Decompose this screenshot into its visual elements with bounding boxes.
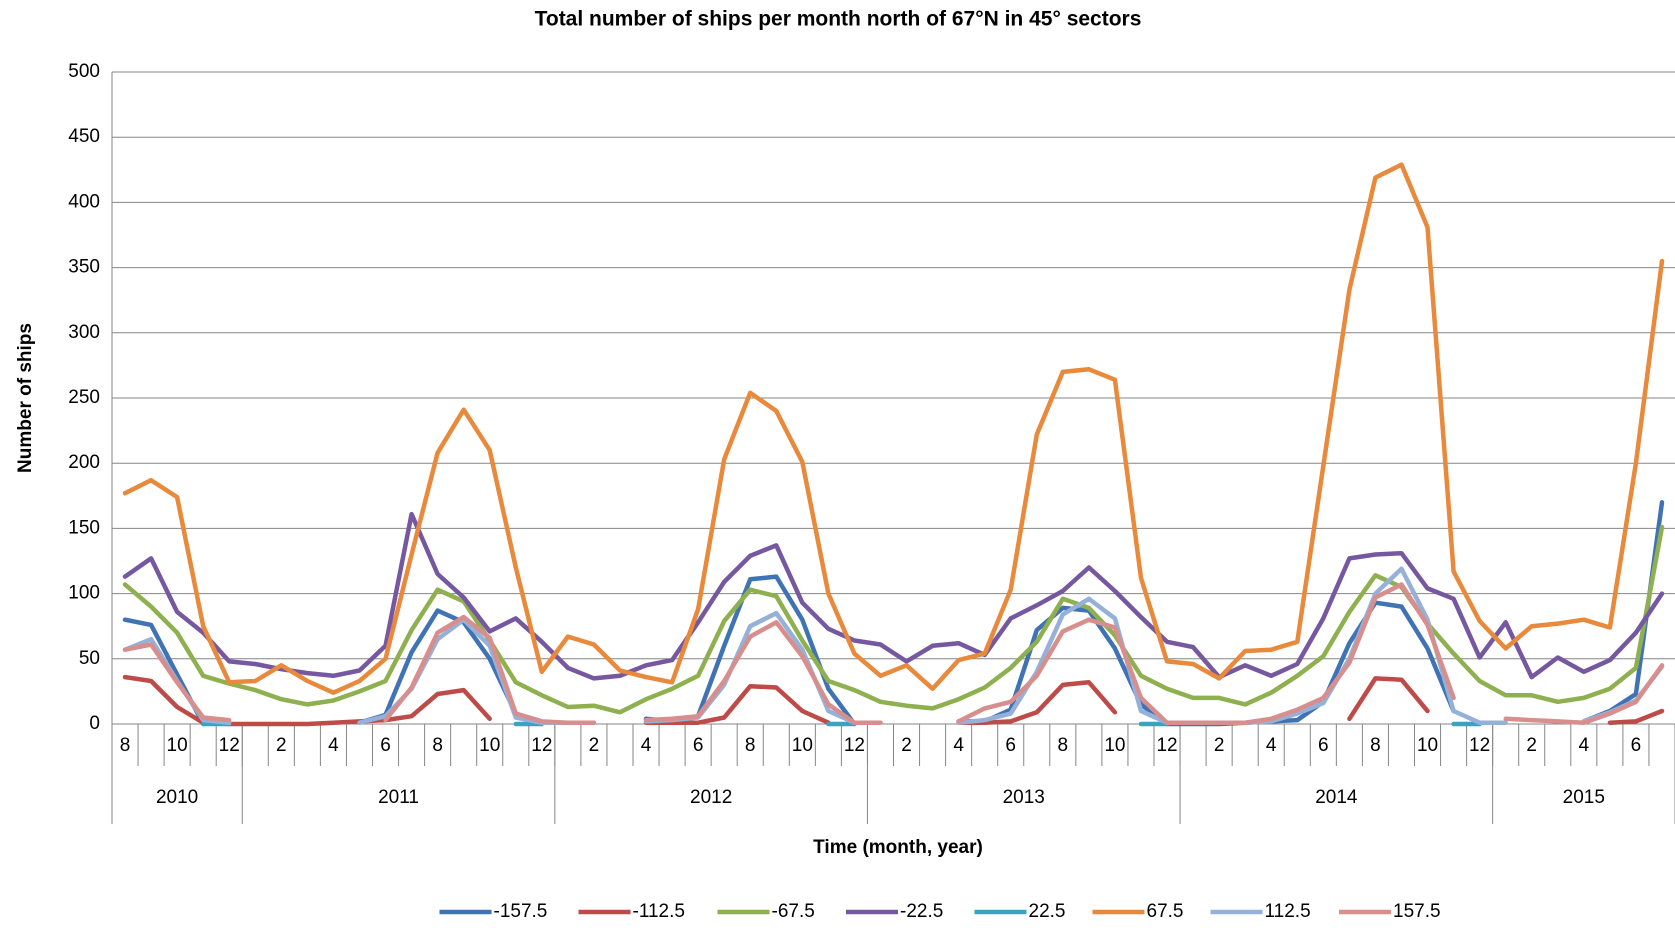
series-line bbox=[122, 511, 1665, 681]
y-axis-title: Number of ships bbox=[15, 323, 36, 473]
x-tick-label: 10 bbox=[167, 735, 188, 756]
legend-label: 112.5 bbox=[1265, 901, 1311, 922]
y-tick-label: 300 bbox=[68, 322, 100, 343]
legend-label: 67.5 bbox=[1147, 901, 1184, 922]
x-tick-label: 2 bbox=[276, 735, 287, 756]
year-label: 2013 bbox=[1003, 787, 1045, 808]
x-tick-label: 6 bbox=[380, 735, 391, 756]
x-tick-label: 4 bbox=[1579, 735, 1590, 756]
legend-label: -157.5 bbox=[494, 901, 548, 922]
x-tick-label: 2 bbox=[589, 735, 600, 756]
x-tick-label: 12 bbox=[1156, 735, 1177, 756]
series-line bbox=[122, 162, 1665, 695]
y-tick-label: 50 bbox=[79, 648, 100, 669]
y-tick-label: 250 bbox=[68, 387, 100, 408]
x-tick-label: 12 bbox=[1469, 735, 1490, 756]
x-tick-label: 4 bbox=[1266, 735, 1277, 756]
year-label: 2015 bbox=[1563, 787, 1605, 808]
x-tick-label: 4 bbox=[641, 735, 652, 756]
legend-label: 157.5 bbox=[1393, 901, 1441, 922]
chart-title: Total number of ships per month north of… bbox=[535, 8, 1142, 31]
y-tick-label: 350 bbox=[68, 257, 100, 278]
y-tick-label: 400 bbox=[68, 191, 100, 212]
x-tick-label: 10 bbox=[479, 735, 500, 756]
series-line bbox=[122, 582, 1665, 725]
legend-label: 22.5 bbox=[1029, 901, 1066, 922]
y-tick-label: 450 bbox=[68, 126, 100, 147]
x-tick-label: 2 bbox=[901, 735, 912, 756]
y-tick-label: 100 bbox=[68, 583, 100, 604]
x-tick-label: 4 bbox=[953, 735, 964, 756]
y-tick-label: 0 bbox=[89, 713, 100, 734]
x-tick-label: 6 bbox=[693, 735, 704, 756]
y-tick-label: 150 bbox=[68, 517, 100, 538]
legend-label: -22.5 bbox=[900, 901, 943, 922]
x-tick-label: 6 bbox=[1005, 735, 1016, 756]
year-label: 2011 bbox=[378, 787, 419, 808]
series-line bbox=[122, 674, 1665, 727]
year-label: 2012 bbox=[690, 787, 732, 808]
x-tick-label: 8 bbox=[1058, 735, 1069, 756]
series-line bbox=[122, 500, 1665, 727]
legend-label: -67.5 bbox=[772, 901, 815, 922]
x-tick-label: 12 bbox=[219, 735, 240, 756]
x-tick-label: 10 bbox=[792, 735, 813, 756]
legend-label: -112.5 bbox=[633, 901, 685, 922]
x-tick-label: 2 bbox=[1214, 735, 1225, 756]
y-tick-label: 200 bbox=[68, 452, 100, 473]
x-tick-label: 12 bbox=[531, 735, 552, 756]
y-tick-label: 500 bbox=[68, 61, 100, 82]
x-tick-label: 6 bbox=[1318, 735, 1329, 756]
x-tick-label: 8 bbox=[120, 735, 131, 756]
year-label: 2010 bbox=[156, 787, 198, 808]
x-tick-label: 10 bbox=[1104, 735, 1125, 756]
x-tick-label: 4 bbox=[328, 735, 339, 756]
x-axis-title: Time (month, year) bbox=[813, 837, 983, 858]
x-tick-label: 6 bbox=[1631, 735, 1642, 756]
year-label: 2014 bbox=[1315, 787, 1358, 808]
x-tick-label: 2 bbox=[1526, 735, 1537, 756]
x-tick-label: 10 bbox=[1417, 735, 1438, 756]
x-tick-label: 8 bbox=[1370, 735, 1381, 756]
x-tick-label: 8 bbox=[432, 735, 443, 756]
x-tick-label: 8 bbox=[745, 735, 756, 756]
x-tick-label: 12 bbox=[844, 735, 865, 756]
